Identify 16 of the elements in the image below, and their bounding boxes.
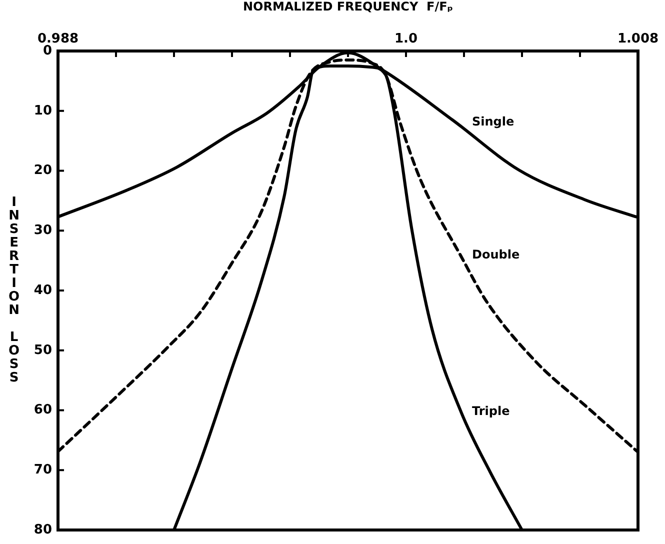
text: INSERTION LOSS bbox=[8, 195, 20, 386]
y-tick-label: 30 bbox=[34, 223, 52, 238]
y-tick-label: 20 bbox=[34, 163, 52, 178]
y-tick-label: 80 bbox=[34, 522, 52, 538]
series-label: Single bbox=[472, 114, 514, 129]
series-label: Triple bbox=[472, 404, 510, 418]
y-tick-label: 10 bbox=[34, 103, 52, 118]
y-tick-label: 0 bbox=[42, 43, 52, 58]
y-tick-label: 60 bbox=[34, 402, 52, 418]
y-tick-label: 40 bbox=[34, 282, 52, 298]
x-tick-label: 1.008 bbox=[617, 32, 659, 47]
y-tick-label: 70 bbox=[34, 462, 52, 478]
x-tick-label: 1.0 bbox=[394, 32, 418, 47]
y-tick-label: 50 bbox=[34, 342, 52, 358]
series-label: Double bbox=[472, 248, 520, 262]
x-axis-title: NORMALIZED FREQUENCY F/Fₚ bbox=[242, 0, 454, 14]
